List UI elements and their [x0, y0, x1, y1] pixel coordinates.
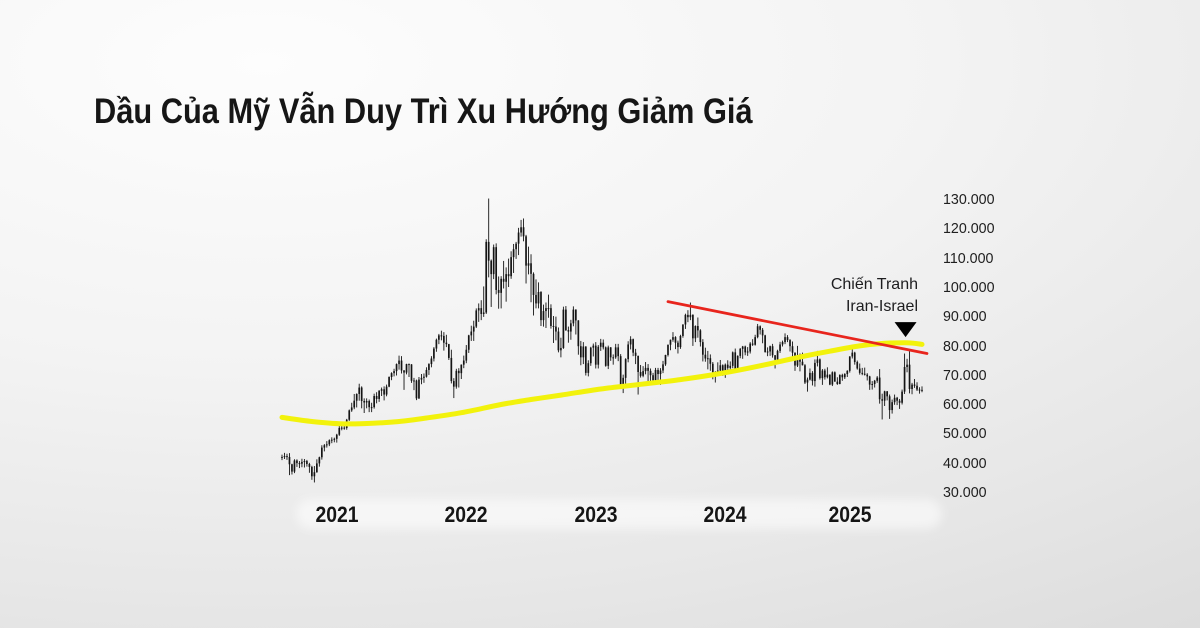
event-annotation-line2: Iran-Israel — [845, 298, 918, 315]
y-axis-tick: 30.000 — [943, 484, 987, 501]
y-axis-tick: 40.000 — [943, 454, 987, 472]
x-axis-tick: 2025 — [828, 502, 872, 527]
y-axis-tick: 130.000 — [943, 191, 995, 208]
y-axis-tick: 100.000 — [943, 278, 995, 296]
x-axis-tick: 2021 — [315, 502, 359, 527]
y-axis-tick: 70.000 — [943, 366, 987, 384]
chart-title: Dầu Của Mỹ Vẫn Duy Trì Xu Hướng Giảm Giá — [94, 92, 753, 131]
event-annotation-line1: Chiến Tranh — [830, 276, 918, 293]
moving-average-line — [279, 340, 925, 427]
y-axis-tick: 120.000 — [943, 220, 995, 238]
y-axis-tick: 50.000 — [943, 425, 987, 443]
x-axis-tick: 2022 — [444, 502, 488, 527]
event-annotation: Chiến Tranh Iran-Israel — [718, 274, 918, 318]
y-axis-tick: 110.000 — [943, 249, 994, 267]
y-axis-tick: 60.000 — [943, 396, 987, 414]
x-axis-tick: 2023 — [574, 502, 618, 527]
candlesticks — [281, 198, 923, 483]
y-axis-tick: 90.000 — [943, 308, 987, 326]
x-axis-highlight-band — [296, 499, 942, 529]
y-axis-tick: 80.000 — [943, 337, 987, 355]
downtrend-line — [666, 300, 929, 355]
event-marker-triangle-icon — [894, 322, 917, 338]
x-axis-tick: 2024 — [703, 502, 747, 527]
